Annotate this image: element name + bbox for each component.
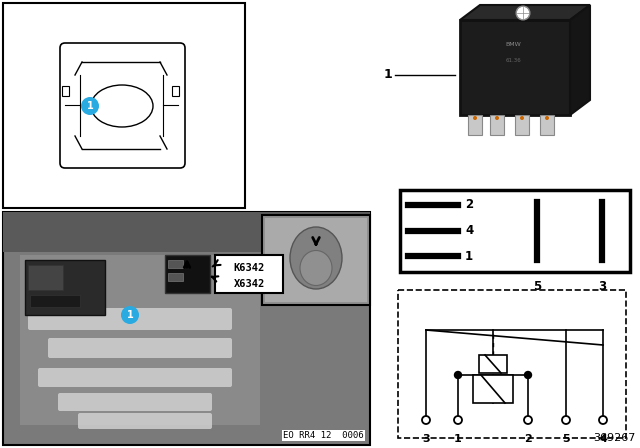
Text: 1: 1 (454, 434, 462, 444)
Bar (473, 375, 513, 403)
Bar (265, 218, 367, 302)
Bar (168, 260, 183, 268)
Bar (515, 115, 529, 135)
Bar (3, 212, 370, 252)
Ellipse shape (290, 227, 342, 289)
Polygon shape (570, 5, 590, 115)
Circle shape (495, 116, 499, 120)
Circle shape (454, 371, 461, 379)
Circle shape (562, 416, 570, 424)
Bar (20, 255, 260, 425)
Bar (398, 290, 626, 438)
FancyBboxPatch shape (48, 338, 232, 358)
Bar (3, 212, 370, 445)
Bar (172, 86, 179, 96)
Circle shape (525, 371, 531, 379)
Circle shape (520, 116, 524, 120)
Circle shape (599, 416, 607, 424)
Text: 5: 5 (562, 434, 570, 444)
Text: 1: 1 (465, 250, 473, 263)
FancyBboxPatch shape (38, 368, 232, 387)
Text: 3: 3 (422, 434, 430, 444)
FancyBboxPatch shape (78, 413, 212, 429)
Text: 369267: 369267 (594, 433, 636, 443)
Bar (165, 255, 210, 293)
Bar (460, 20, 570, 115)
Bar (215, 255, 283, 293)
Circle shape (454, 416, 462, 424)
Text: 2: 2 (524, 434, 532, 444)
Ellipse shape (91, 85, 153, 127)
Bar (25, 260, 105, 315)
Bar (28, 265, 63, 290)
Bar (490, 115, 504, 135)
Bar (168, 273, 183, 281)
Bar (468, 115, 482, 135)
Text: X6342: X6342 (234, 279, 264, 289)
Bar (540, 115, 554, 135)
Circle shape (121, 306, 139, 324)
FancyBboxPatch shape (28, 308, 232, 330)
Text: 61.36: 61.36 (505, 57, 521, 63)
Text: EO RR4 12  0006: EO RR4 12 0006 (284, 431, 364, 440)
Bar (30, 295, 80, 307)
Circle shape (473, 116, 477, 120)
Circle shape (516, 6, 530, 20)
Bar (3, 3, 245, 208)
Text: 5: 5 (533, 280, 541, 293)
Circle shape (545, 116, 549, 120)
Text: 1: 1 (127, 310, 133, 320)
Bar (390, 3, 637, 185)
Circle shape (524, 416, 532, 424)
Bar (400, 190, 630, 272)
Polygon shape (460, 5, 590, 20)
Circle shape (422, 416, 430, 424)
Circle shape (81, 97, 99, 115)
Bar (479, 355, 507, 373)
Text: 4: 4 (599, 434, 607, 444)
Text: BMW: BMW (505, 43, 521, 47)
Text: 4: 4 (465, 224, 473, 237)
Bar (262, 215, 370, 305)
Bar (62, 86, 69, 96)
Text: 3: 3 (598, 280, 606, 293)
Text: 1: 1 (86, 101, 93, 111)
FancyBboxPatch shape (58, 393, 212, 411)
Ellipse shape (300, 250, 332, 285)
Text: K6342: K6342 (234, 263, 264, 273)
Text: 2: 2 (465, 198, 473, 211)
FancyBboxPatch shape (60, 43, 185, 168)
Text: 1: 1 (383, 69, 392, 82)
